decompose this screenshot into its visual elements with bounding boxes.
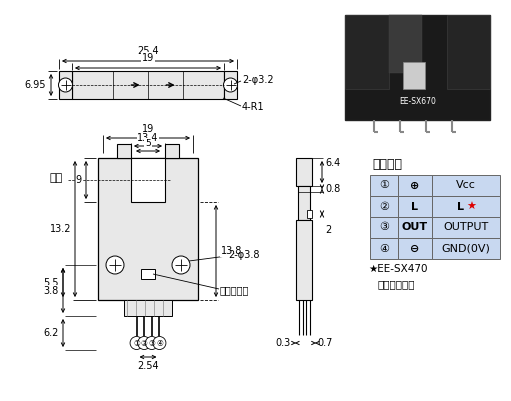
Text: ②: ② — [141, 338, 148, 348]
Bar — [388, 15, 422, 73]
Bar — [307, 210, 312, 218]
Text: 19: 19 — [142, 53, 154, 63]
Text: 0.3: 0.3 — [276, 338, 291, 348]
Bar — [224, 71, 237, 99]
Text: 5: 5 — [145, 139, 151, 148]
Text: ③: ③ — [148, 338, 155, 348]
Text: ★EE-SX470: ★EE-SX470 — [368, 264, 428, 274]
Circle shape — [223, 78, 238, 92]
Bar — [403, 63, 425, 89]
Bar — [141, 269, 155, 279]
Circle shape — [172, 256, 190, 274]
Text: 13.8: 13.8 — [221, 246, 242, 256]
Bar — [432, 175, 500, 196]
Bar — [432, 238, 500, 259]
Circle shape — [130, 336, 143, 350]
Text: 2: 2 — [325, 225, 331, 235]
Text: 13.4: 13.4 — [137, 133, 159, 143]
Bar — [432, 196, 500, 217]
Text: ①: ① — [379, 180, 389, 190]
Text: 入光显示灯: 入光显示灯 — [220, 285, 249, 295]
Bar — [398, 196, 432, 217]
Text: 13.2: 13.2 — [50, 224, 71, 234]
Bar — [398, 175, 432, 196]
Bar — [398, 217, 432, 238]
Bar — [72, 71, 224, 99]
Circle shape — [106, 256, 124, 274]
Bar — [165, 144, 179, 158]
Text: 19: 19 — [142, 124, 154, 134]
Text: 0.8: 0.8 — [325, 184, 340, 194]
Text: L: L — [411, 201, 419, 211]
Text: 6.95: 6.95 — [25, 80, 46, 90]
Text: L: L — [456, 201, 463, 211]
Text: 3.8: 3.8 — [44, 286, 59, 296]
Bar — [345, 15, 388, 89]
Bar — [370, 196, 398, 217]
Circle shape — [58, 78, 73, 92]
Bar — [117, 144, 131, 158]
Text: ④: ④ — [156, 338, 163, 348]
Text: 端子配置: 端子配置 — [372, 158, 402, 172]
Text: 为备用端子。: 为备用端子。 — [378, 279, 415, 289]
Text: 4-R1: 4-R1 — [242, 102, 265, 112]
Circle shape — [145, 336, 158, 350]
Text: OUT: OUT — [402, 223, 428, 233]
Text: Vcc: Vcc — [456, 180, 476, 190]
Text: 光轴: 光轴 — [50, 173, 63, 183]
Text: 2-φ3.8: 2-φ3.8 — [228, 250, 260, 260]
Bar — [296, 158, 312, 186]
Text: ④: ④ — [379, 243, 389, 253]
Bar — [298, 186, 310, 220]
Bar — [432, 217, 500, 238]
Bar — [59, 71, 72, 99]
Bar — [370, 217, 398, 238]
Text: 2-φ3.2: 2-φ3.2 — [242, 75, 273, 85]
Bar — [398, 238, 432, 259]
Text: 6.2: 6.2 — [43, 328, 59, 338]
Text: 9: 9 — [76, 175, 82, 185]
Bar — [296, 220, 312, 300]
Bar — [98, 158, 198, 300]
Text: 5.5: 5.5 — [43, 277, 59, 288]
Circle shape — [137, 336, 151, 350]
Text: ★: ★ — [466, 201, 476, 211]
Bar — [345, 15, 490, 120]
Bar — [124, 300, 172, 316]
Circle shape — [153, 336, 166, 350]
Bar — [447, 15, 490, 89]
Bar — [131, 158, 165, 202]
Bar — [370, 175, 398, 196]
Text: 2.54: 2.54 — [137, 361, 159, 371]
Text: OUTPUT: OUTPUT — [444, 223, 489, 233]
Text: 6.4: 6.4 — [325, 158, 340, 168]
Text: ①: ① — [133, 338, 140, 348]
Text: 0.7: 0.7 — [317, 338, 332, 348]
Text: ③: ③ — [379, 223, 389, 233]
Text: ②: ② — [379, 201, 389, 211]
Text: ⊖: ⊖ — [410, 243, 420, 253]
Bar — [370, 238, 398, 259]
Text: 25.4: 25.4 — [137, 46, 159, 56]
Text: ⊕: ⊕ — [410, 180, 420, 190]
Text: EE-SX670: EE-SX670 — [399, 97, 436, 105]
Text: GND(0V): GND(0V) — [442, 243, 491, 253]
